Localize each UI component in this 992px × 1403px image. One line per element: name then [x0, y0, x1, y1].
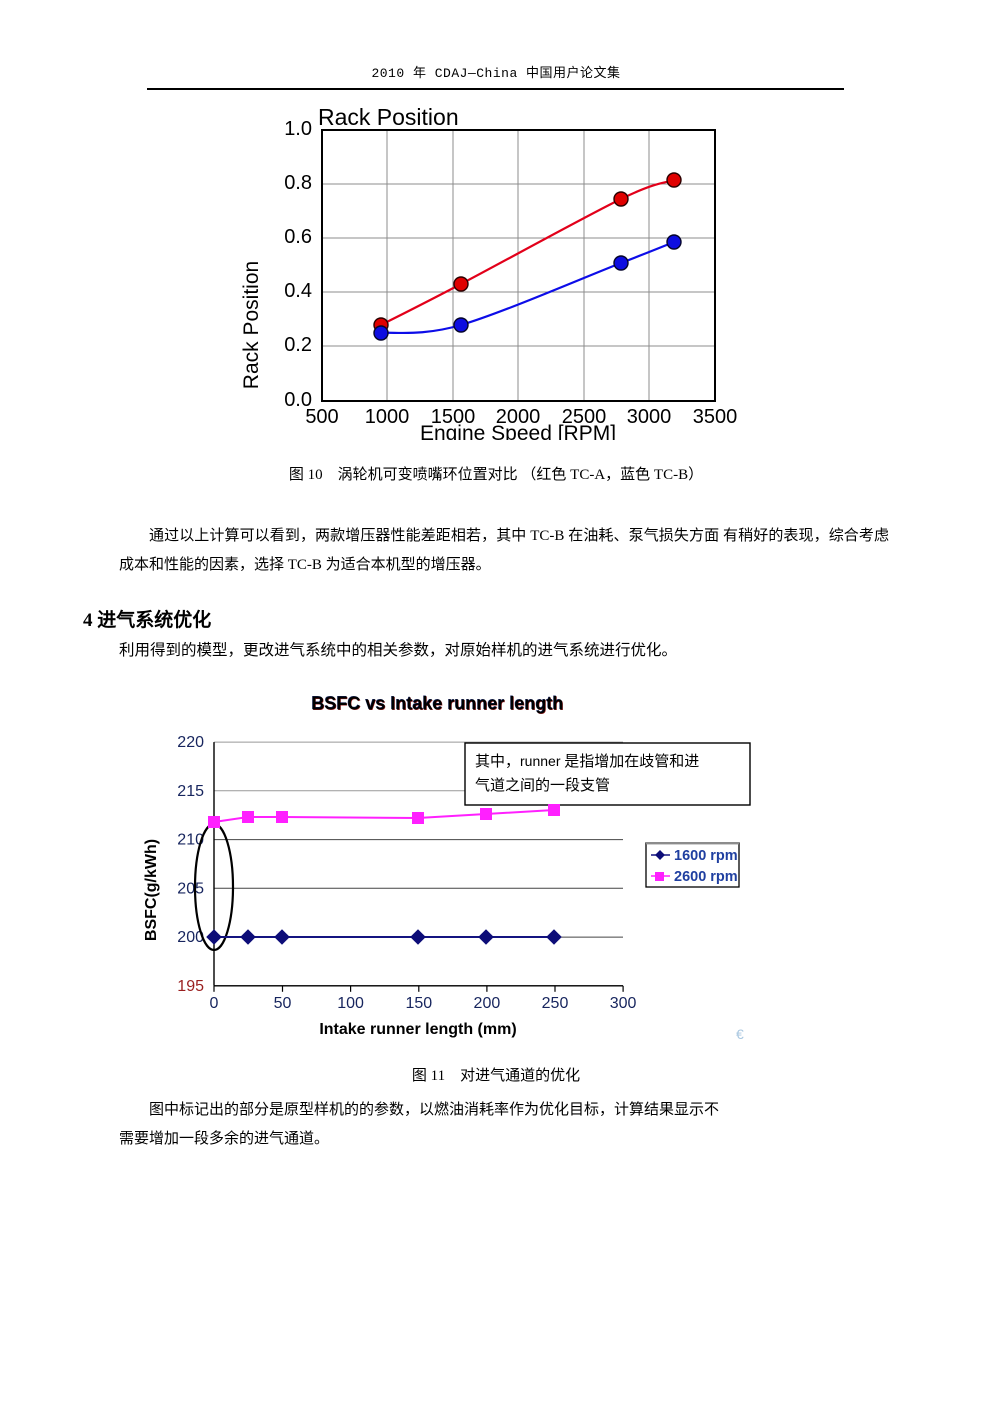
svg-text:0: 0: [210, 995, 219, 1012]
svg-text:1600 rpm: 1600 rpm: [674, 848, 738, 864]
svg-text:0.8: 0.8: [284, 172, 312, 194]
svg-text:100: 100: [337, 995, 364, 1012]
svg-text:Rack Position: Rack Position: [318, 104, 459, 130]
svg-text:500: 500: [305, 406, 338, 428]
svg-text:BSFC vs Intake runner length: BSFC vs Intake runner length: [311, 694, 563, 714]
svg-text:195: 195: [177, 978, 204, 995]
svg-text:0.2: 0.2: [284, 334, 312, 356]
svg-text:3500: 3500: [693, 406, 738, 428]
svg-text:200: 200: [474, 995, 501, 1012]
svg-text:气道之间的一段支管: 气道之间的一段支管: [475, 777, 610, 794]
svg-text:215: 215: [177, 783, 204, 800]
svg-text:1000: 1000: [365, 406, 410, 428]
svg-text:50: 50: [274, 995, 292, 1012]
svg-text:Intake runner length (mm): Intake runner length (mm): [319, 1021, 516, 1038]
svg-text:0.4: 0.4: [284, 280, 312, 302]
svg-text:€: €: [736, 1026, 744, 1042]
svg-text:2600 rpm: 2600 rpm: [674, 869, 738, 885]
svg-text:Rack Position: Rack Position: [240, 261, 263, 389]
svg-text:205: 205: [177, 880, 204, 897]
svg-text:1.0: 1.0: [284, 118, 312, 140]
svg-text:300: 300: [610, 995, 637, 1012]
svg-text:3000: 3000: [627, 406, 672, 428]
svg-text:0.6: 0.6: [284, 226, 312, 248]
svg-text:150: 150: [405, 995, 432, 1012]
svg-text:250: 250: [542, 995, 569, 1012]
svg-text:220: 220: [177, 734, 204, 751]
svg-text:BSFC(g/kWh): BSFC(g/kWh): [143, 839, 160, 941]
svg-text:Engine Speed [RPM]: Engine Speed [RPM]: [420, 422, 616, 440]
svg-text:其中，runner 是指增加在歧管和进: 其中，runner 是指增加在歧管和进: [475, 753, 699, 770]
